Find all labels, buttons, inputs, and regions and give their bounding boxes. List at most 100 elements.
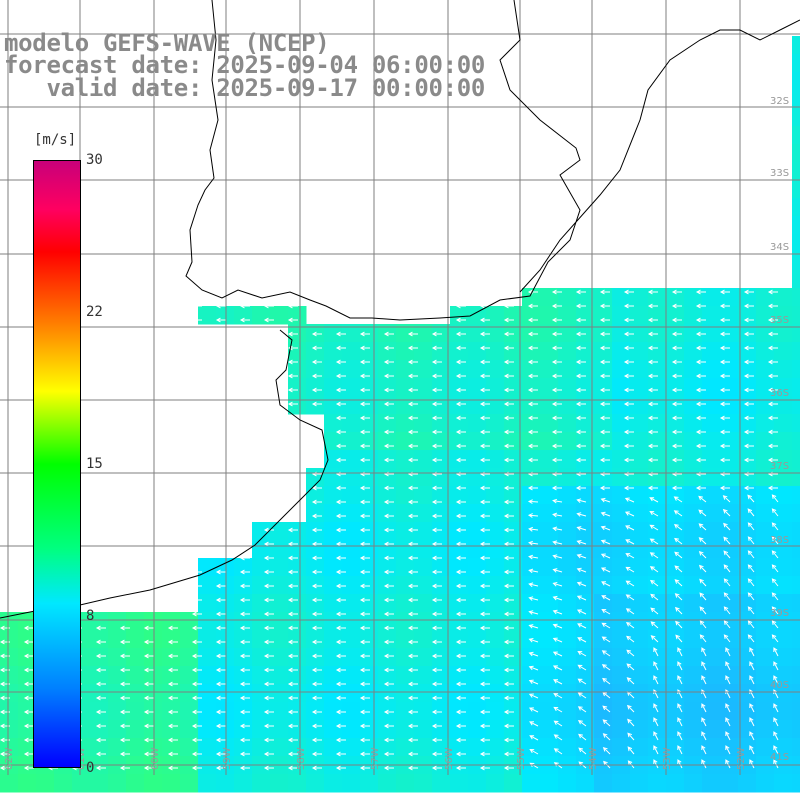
wind-arrow [671,317,682,323]
wind-arrow [263,709,274,715]
wind-arrow [23,667,34,673]
wind-arrow [239,667,250,673]
wind-arrow [455,639,466,645]
wind-arrow [191,597,202,603]
wind-arrow [215,569,226,575]
wind-arrow [673,523,683,531]
wind-arrow [479,513,490,519]
wind-arrow [431,737,442,743]
wind-arrow [647,303,658,309]
wind-arrow [527,359,538,365]
wind-arrow [623,401,634,407]
wind-arrow [383,737,394,743]
wind-arrow [383,513,394,519]
wind-arrow [725,759,731,769]
wind-arrow [431,415,442,421]
wind-arrow [383,485,394,491]
wind-arrow [335,359,346,365]
wind-arrow [601,650,611,657]
wind-arrow [407,331,418,337]
wind-arrow [167,625,178,631]
wind-arrow [671,331,682,337]
wind-arrow [287,639,298,645]
wind-arrow [167,639,178,645]
wind-arrow [287,737,298,743]
wind-arrow [263,681,274,687]
wind-arrow [335,737,346,743]
wind-arrow [215,317,226,323]
wind-arrow [553,734,563,741]
wind-arrow [626,649,635,657]
wind-arrow [215,695,226,701]
wind-arrow [625,621,635,629]
wind-arrow [359,443,370,449]
wind-arrow [503,751,514,757]
wind-arrow [191,611,202,617]
wind-arrow [677,675,683,685]
wind-arrow [383,527,394,533]
wind-arrow [767,457,778,463]
wind-arrow [725,661,731,671]
wind-arrow [747,620,755,629]
wind-arrow [743,331,754,337]
wind-arrow [626,663,635,671]
wind-arrow [479,583,490,589]
wind-arrow [335,317,346,323]
wind-arrow [239,709,250,715]
wind-arrow [383,653,394,659]
wind-arrow [647,457,658,463]
wind-arrow [649,497,659,503]
wind-arrow [602,733,611,741]
wind-arrow [626,677,635,685]
wind-arrow [649,552,659,559]
wind-arrow [431,373,442,379]
wind-arrow [503,513,514,519]
wind-arrow [479,499,490,505]
wind-arrow [95,751,106,757]
wind-arrow [455,765,466,771]
wind-arrow [623,345,634,351]
wind-arrow [773,731,779,741]
wind-arrow [167,653,178,659]
wind-arrow [576,526,587,531]
wind-arrow [287,387,298,393]
wind-arrow [576,581,587,587]
wind-arrow [647,331,658,337]
wind-arrow [431,555,442,561]
wind-arrow [576,512,587,517]
wind-arrow [191,625,202,631]
wind-arrow [503,415,514,421]
wind-arrow [552,595,563,601]
wind-arrow [767,317,778,323]
wind-arrow [383,695,394,701]
wind-arrow [528,610,539,615]
wind-arrow [503,457,514,463]
wind-arrow [311,751,322,757]
wind-arrow [528,582,539,588]
wind-arrow [359,429,370,435]
wind-arrow [455,303,466,309]
wind-arrow [600,553,611,559]
wind-arrow [599,443,610,449]
wind-arrow [95,625,106,631]
wind-arrow [527,345,538,351]
wind-arrow [431,387,442,393]
wind-arrow [359,681,370,687]
wind-arrow [407,359,418,365]
wind-arrow [311,611,322,617]
legend-tick-15: 15 [86,456,103,472]
wind-arrow [723,634,731,643]
wind-arrow [723,606,731,615]
wind-arrow [215,611,226,617]
wind-arrow [695,345,706,351]
lat-label: 36S [770,388,789,399]
wind-arrow [578,733,587,741]
wind-arrow [287,709,298,715]
wind-arrow [599,289,610,295]
grid-labels: 32S 33S 34S 35S 36S 37S 38S 39S 40S 41S 62W 61W 60W 5… [4,96,789,770]
wind-arrow [527,499,539,504]
lat-label: 38S [770,535,789,546]
wind-arrow [359,737,370,743]
wind-arrow [359,317,370,323]
wind-arrow [239,737,250,743]
